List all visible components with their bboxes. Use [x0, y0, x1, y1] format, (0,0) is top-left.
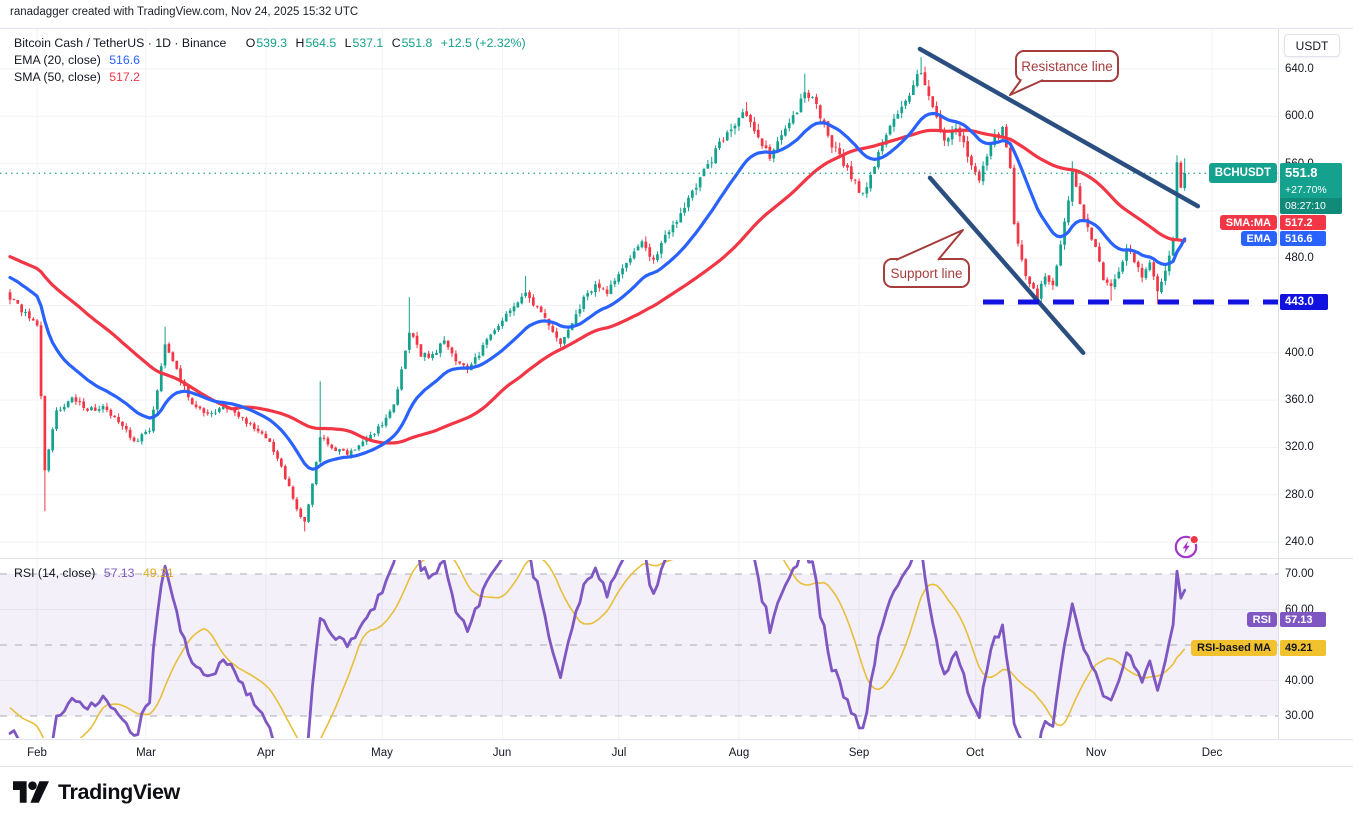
ohlc-close-value: 551.8: [401, 36, 433, 50]
ohlc-low-value: 537.1: [352, 36, 384, 50]
ohlc-low-label: L: [344, 36, 352, 50]
rsi-legend-value: 57.13: [103, 566, 135, 580]
rsi-legend-ma-value: 49.21: [142, 566, 174, 580]
ohlc-close-label: C: [391, 36, 401, 50]
ohlc-open-value: 539.3: [256, 36, 288, 50]
rsi-axis-label: 30.00: [1285, 710, 1314, 722]
rsi-legend-label: RSI (14, close): [14, 566, 96, 580]
sma-value: 517.2: [109, 70, 140, 84]
chart-canvas[interactable]: Resistance line Support line: [0, 29, 1278, 741]
rsi-axis-label: 70.00: [1285, 568, 1314, 580]
month-label-oct: Oct: [966, 747, 984, 759]
price-axis-label: 600.0: [1285, 110, 1314, 122]
price-axis[interactable]: USDT 640.0600.0560.0480.0400.0360.0320.0…: [1278, 29, 1353, 767]
support-line-callout-label: Support line: [890, 266, 962, 281]
month-label-jun: Jun: [492, 747, 512, 759]
ema-value: 516.6: [109, 53, 140, 67]
price-axis-label: 400.0: [1285, 347, 1314, 359]
ema-label: EMA (20, close): [14, 53, 101, 67]
rsi-ma-value-badge: 49.21: [1280, 640, 1326, 656]
last-price-badge: 551.8 +27.70% 08:27:10: [1280, 163, 1342, 214]
tradingview-logo-icon: [13, 781, 49, 803]
currency-button[interactable]: USDT: [1284, 34, 1340, 57]
rsi-value-badge: 57.13: [1280, 612, 1326, 627]
symbol-price-tag: BCHUSDT: [1208, 163, 1277, 183]
ohlc-change: +12.5 (+2.32%): [440, 36, 526, 50]
month-label-feb: Feb: [27, 747, 47, 759]
last-price-value: 551.8: [1285, 165, 1318, 180]
price-axis-label: 480.0: [1285, 252, 1314, 264]
resistance-line-callout-label: Resistance line: [1021, 59, 1113, 74]
sma-legend-row[interactable]: SMA (50, close) 517.2: [14, 70, 145, 84]
attribution-text: ranadagger created with TradingView.com,…: [10, 6, 359, 18]
sma-value-badge: 517.2: [1280, 215, 1326, 230]
price-axis-label: 640.0: [1285, 63, 1314, 75]
price-axis-label: 360.0: [1285, 394, 1314, 406]
support-level-badge[interactable]: 443.0: [1280, 294, 1328, 310]
flash-icon[interactable]: [1174, 535, 1199, 559]
month-label-sep: Sep: [848, 747, 870, 759]
ema-value-badge: 516.6: [1280, 231, 1326, 246]
month-label-mar: Mar: [136, 747, 156, 759]
ema-price-tag: EMA: [1240, 231, 1277, 246]
price-axis-label: 320.0: [1285, 441, 1314, 453]
rsi-axis-label: 40.00: [1285, 675, 1314, 687]
tradingview-logo-text: TradingView: [58, 779, 180, 804]
symbol-title: Bitcoin Cash / TetherUS · 1D · Binance: [14, 36, 227, 50]
chart-frame: Resistance line Support line Bitcoin Cash…: [0, 28, 1353, 767]
ohlc-high-label: H: [295, 36, 305, 50]
rsi-ma-price-tag: RSI-based MA: [1191, 640, 1277, 656]
symbol-legend-row[interactable]: Bitcoin Cash / TetherUS · 1D · Binance O…: [14, 36, 531, 50]
last-price-change-pct: +27.70%: [1285, 184, 1327, 196]
support-line-callout[interactable]: Support line: [883, 229, 970, 288]
rsi-legend-row[interactable]: RSI (14, close) 57.13 49.21: [14, 566, 179, 580]
tradingview-logo[interactable]: TradingView: [13, 779, 180, 805]
month-label-apr: Apr: [257, 747, 275, 759]
price-axis-label: 280.0: [1285, 489, 1314, 501]
ohlc-open-label: O: [245, 36, 256, 50]
month-label-dec: Dec: [1201, 747, 1223, 759]
resistance-line-callout[interactable]: Resistance line: [1009, 50, 1119, 96]
last-price-countdown: 08:27:10: [1280, 198, 1342, 214]
rsi-price-tag: RSI: [1246, 612, 1277, 627]
time-axis[interactable]: Feb Mar Apr May Jun Jul Aug Sep Oct Nov Dec: [0, 739, 1353, 767]
month-label-jul: Jul: [611, 747, 627, 759]
sma-price-tag: SMA:MA: [1219, 215, 1277, 230]
price-axis-label: 240.0: [1285, 536, 1314, 548]
ema-legend-row[interactable]: EMA (20, close) 516.6: [14, 53, 145, 67]
pane-separator[interactable]: [0, 558, 1353, 559]
month-label-nov: Nov: [1085, 747, 1107, 759]
month-label-may: May: [371, 747, 393, 759]
sma-label: SMA (50, close): [14, 70, 101, 84]
month-label-aug: Aug: [728, 747, 750, 759]
ohlc-high-value: 564.5: [305, 36, 337, 50]
